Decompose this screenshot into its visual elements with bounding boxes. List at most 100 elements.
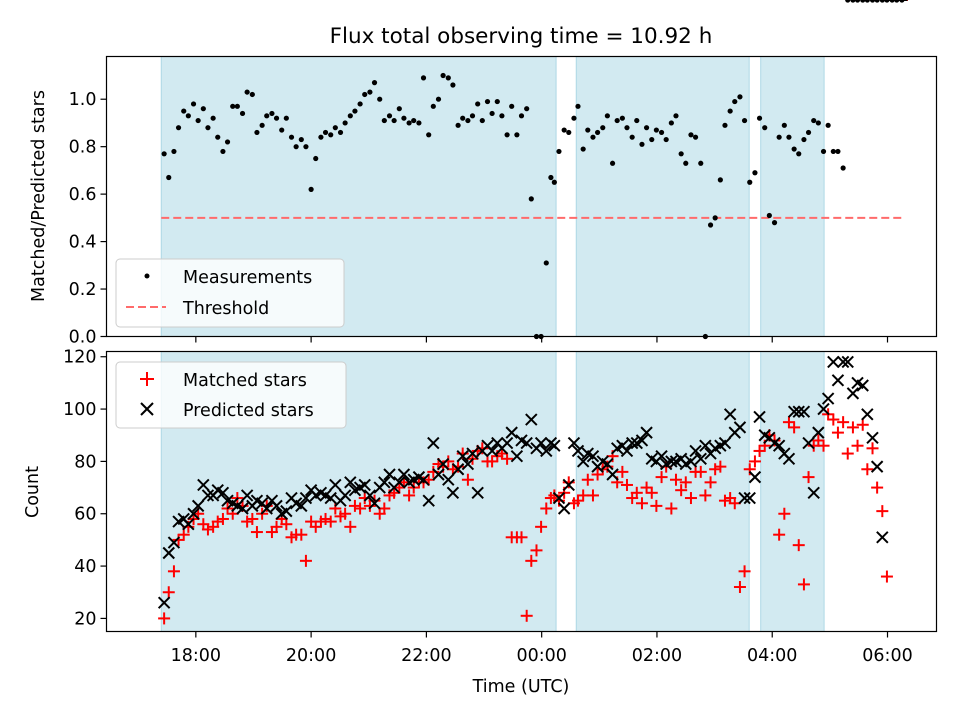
matched-star-point <box>782 416 795 429</box>
y-tick-label: 80 <box>74 452 96 472</box>
matched-star-point <box>841 447 854 460</box>
matched-star-point <box>669 473 682 486</box>
x-stroke-b <box>520 436 533 450</box>
predicted-star-point <box>684 455 698 468</box>
measurement-point <box>825 122 831 128</box>
x-stroke-b <box>753 410 766 424</box>
x-stroke-b <box>500 436 514 450</box>
predicted-star-point <box>520 436 533 450</box>
measurement-point <box>215 134 221 140</box>
matched-star-point <box>802 471 815 484</box>
measurement-point <box>264 113 270 119</box>
top-y-ticks: 0.0 0.2 0.4 0.6 0.8 1.0 <box>69 90 107 348</box>
measurement-point <box>450 82 456 88</box>
x-stroke-b <box>422 494 435 507</box>
predicted-star-point <box>787 405 801 418</box>
x-stroke-b <box>515 434 528 447</box>
measurement-point <box>590 134 596 140</box>
predicted-star-point <box>723 408 737 421</box>
x-stroke-b <box>758 429 771 442</box>
x-stroke-b <box>383 468 396 481</box>
predicted-star-point <box>427 436 440 450</box>
x-stroke-b <box>743 491 756 505</box>
predicted-star-point <box>841 355 854 369</box>
measurement-point <box>465 117 471 124</box>
predicted-star-point <box>743 491 756 505</box>
matched-star-point <box>788 421 801 434</box>
matched-star-point <box>709 463 722 476</box>
x-stroke-b <box>821 392 835 405</box>
predicted-star-point <box>540 444 553 458</box>
x-stroke-b <box>236 502 249 515</box>
x-stroke-b <box>817 402 830 416</box>
matched-star-point <box>856 418 869 431</box>
predicted-star-point <box>606 468 619 481</box>
x-stroke-b <box>319 489 332 502</box>
x-tick-label: 20:00 <box>286 646 336 666</box>
measurement-point <box>629 134 635 140</box>
matched-star-point <box>817 439 830 452</box>
measurement-point <box>479 117 485 124</box>
x-stroke-b <box>635 434 649 447</box>
x-tick-label: 22:00 <box>401 646 451 666</box>
predicted-star-point <box>451 463 465 476</box>
predicted-star-point <box>525 413 538 426</box>
x-stroke-b <box>567 436 581 450</box>
predicted-star-point <box>797 405 811 418</box>
x-stroke-b <box>471 486 484 500</box>
predicted-star-point <box>821 392 835 405</box>
y-tick-label: 0.2 <box>69 280 97 300</box>
matched-star-point <box>630 486 643 499</box>
measurement-point <box>551 179 557 185</box>
x-stroke-b <box>456 449 469 463</box>
measurement-point <box>293 144 299 150</box>
predicted-star-point <box>655 449 668 463</box>
x-stroke-b <box>280 504 293 518</box>
measurement-point <box>259 122 265 128</box>
x-axis-label: Time (UTC) <box>472 677 570 697</box>
measurement-point <box>835 148 841 155</box>
predicted-star-point <box>510 449 524 463</box>
matched-star-point <box>309 520 322 533</box>
x-stroke-b <box>412 470 426 484</box>
legend-matched-marker <box>140 372 154 386</box>
predicted-star-point <box>792 405 805 418</box>
measurement-point <box>303 144 309 150</box>
measurement-point <box>776 134 782 140</box>
top-y-axis-label: Matched/Predicted stars <box>29 90 49 302</box>
matched-star-point <box>241 515 254 528</box>
measurement-point <box>411 117 417 124</box>
predicted-star-point <box>534 436 548 450</box>
x-stroke-b <box>733 421 747 434</box>
x-stroke-b <box>270 499 283 513</box>
predicted-star-point <box>260 502 273 515</box>
x-tick-label: 04:00 <box>747 646 797 666</box>
x-stroke-b <box>466 447 479 460</box>
matched-star-point <box>616 465 629 478</box>
measurement-point <box>288 134 295 140</box>
predicted-star-point <box>753 410 766 424</box>
measurement-point <box>556 148 562 155</box>
x-stroke-b <box>625 436 639 450</box>
measurement-point <box>643 125 650 131</box>
x-tick-label: 02:00 <box>632 646 682 666</box>
predicted-star-point <box>417 473 430 486</box>
matched-star-point <box>714 460 727 473</box>
matched-star-point <box>562 476 575 489</box>
measurement-point <box>649 136 655 143</box>
matched-star-point <box>861 463 874 476</box>
predicted-star-point <box>557 502 571 515</box>
measurement-point <box>244 89 250 95</box>
predicted-star-point <box>552 491 566 505</box>
matched-star-point <box>797 578 810 591</box>
x-stroke-b <box>694 452 707 465</box>
measurement-point <box>771 220 778 226</box>
x-stroke-b <box>191 499 205 513</box>
matched-star-point <box>324 515 337 528</box>
bottom-legend-box <box>115 361 347 429</box>
x-stroke-b <box>358 478 371 492</box>
measurement-point <box>717 177 723 183</box>
x-stroke-b <box>738 491 751 505</box>
x-stroke-b <box>525 413 538 426</box>
y-tick-label: 60 <box>74 505 96 525</box>
